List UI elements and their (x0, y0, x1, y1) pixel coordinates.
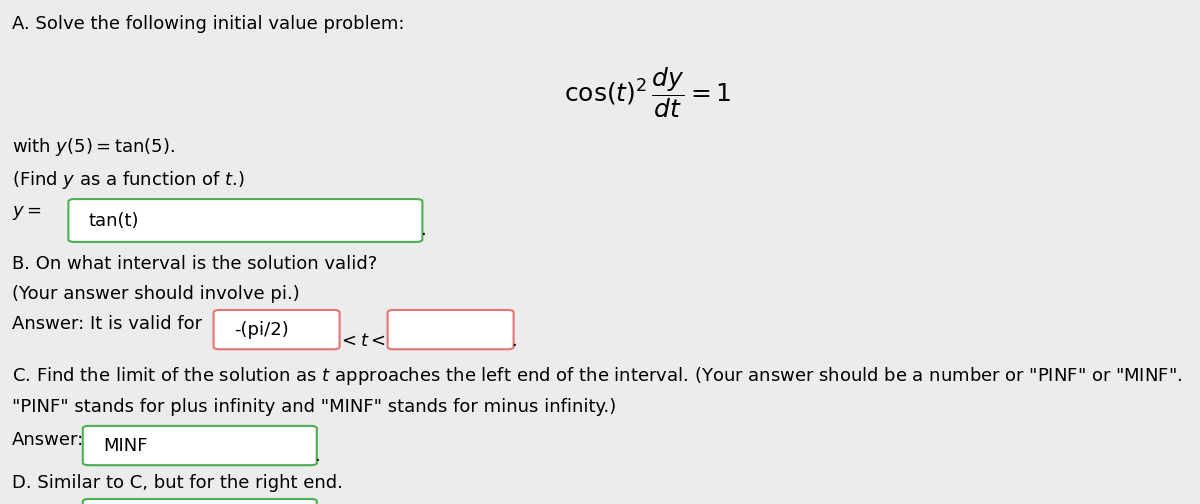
Text: MINF: MINF (103, 436, 148, 455)
Text: A. Solve the following initial value problem:: A. Solve the following initial value pro… (12, 15, 404, 33)
Text: .: . (420, 221, 426, 239)
FancyBboxPatch shape (68, 199, 422, 242)
Text: "PINF" stands for plus infinity and "MINF" stands for minus infinity.): "PINF" stands for plus infinity and "MIN… (12, 398, 617, 416)
Text: with $y(5) = \tan(5)$.: with $y(5) = \tan(5)$. (12, 136, 175, 158)
Text: tan(t): tan(t) (89, 212, 139, 229)
Text: B. On what interval is the solution valid?: B. On what interval is the solution vali… (12, 255, 377, 273)
Text: .: . (511, 332, 517, 350)
Text: -(pi/2): -(pi/2) (234, 321, 289, 339)
Text: $y = $: $y = $ (12, 204, 42, 222)
FancyBboxPatch shape (83, 426, 317, 465)
FancyBboxPatch shape (214, 310, 340, 349)
Text: $< t <$: $< t <$ (338, 332, 386, 350)
Text: (Your answer should involve pi.): (Your answer should involve pi.) (12, 285, 300, 303)
FancyBboxPatch shape (388, 310, 514, 349)
Text: C. Find the limit of the solution as $t$ approaches the left end of the interval: C. Find the limit of the solution as $t$… (12, 365, 1182, 388)
FancyBboxPatch shape (83, 499, 317, 504)
Text: $\mathrm{cos}(t)^2\,\dfrac{dy}{dt} = 1$: $\mathrm{cos}(t)^2\,\dfrac{dy}{dt} = 1$ (564, 66, 732, 120)
Text: Answer: It is valid for: Answer: It is valid for (12, 315, 202, 333)
Text: .: . (314, 447, 320, 465)
Text: Answer:: Answer: (12, 431, 84, 449)
Text: (Find $y$ as a function of $t$.): (Find $y$ as a function of $t$.) (12, 169, 245, 191)
Text: D. Similar to C, but for the right end.: D. Similar to C, but for the right end. (12, 474, 343, 492)
